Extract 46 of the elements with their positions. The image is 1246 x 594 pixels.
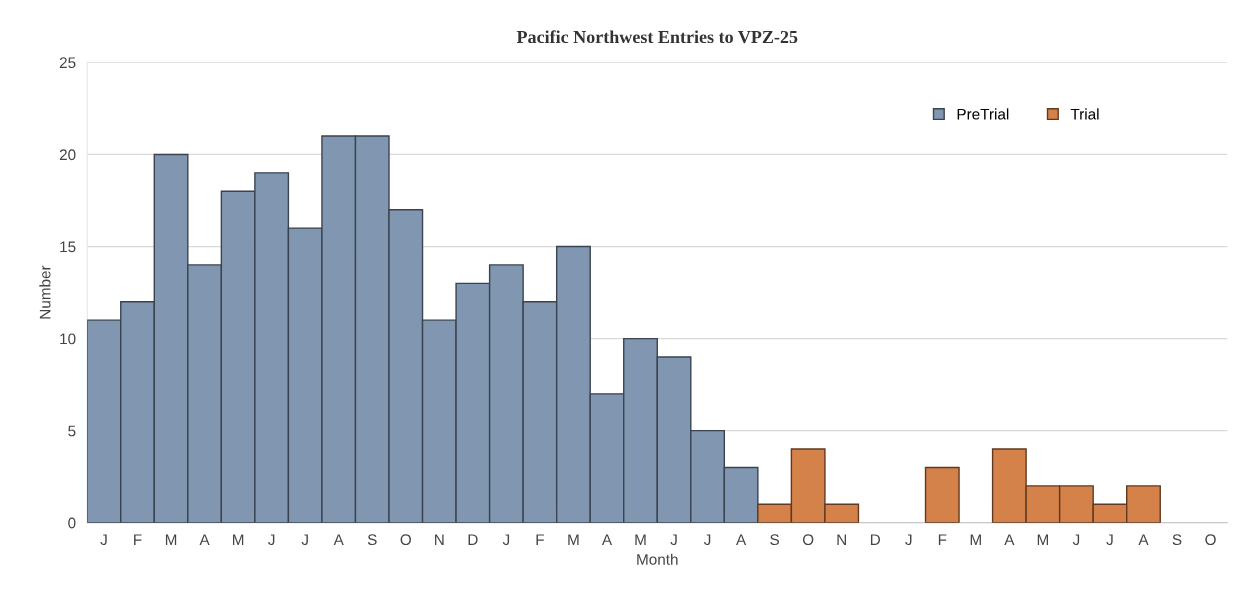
x-tick-label: A [736, 534, 747, 545]
x-axis-title: Month [637, 553, 678, 565]
x-tick-label: J [703, 534, 711, 546]
y-tick-label: 10 [60, 333, 76, 345]
x-tick-label: D [870, 534, 881, 545]
x-tick-label: S [1172, 534, 1182, 546]
x-tick-label: F [938, 534, 947, 545]
legend-label: Trial [1070, 108, 1099, 120]
x-tick-label: J [1106, 534, 1113, 546]
x-tick-label: N [435, 534, 444, 545]
x-tick-label: A [333, 534, 344, 545]
x-tick-label: M [165, 534, 177, 545]
x-tick-label: N [837, 534, 846, 545]
x-tick-label: O [400, 534, 411, 546]
x-tick-label: M [635, 534, 646, 545]
bar [924, 466, 960, 523]
x-tick-label: S [770, 534, 780, 546]
x-tick-label: O [1205, 534, 1216, 546]
x-tick-label: J [670, 534, 677, 546]
y-tick-label: 5 [68, 425, 76, 437]
x-tick-label: O [802, 534, 814, 546]
x-tick-label: J [1072, 534, 1080, 546]
legend-label: PreTrial [957, 108, 1009, 120]
x-tick-label: J [268, 534, 275, 546]
x-tick-label: J [301, 534, 308, 546]
y-tick-label: 20 [59, 149, 76, 161]
x-tick-label: M [568, 534, 579, 545]
y-tick-label: 25 [59, 57, 76, 69]
chart-title: Pacific Northwest Entries to VPZ-25 [516, 30, 798, 44]
x-tick-label: S [367, 534, 377, 546]
x-tick-label: M [970, 534, 981, 545]
x-tick-label: F [536, 534, 544, 545]
x-tick-label: A [199, 534, 210, 545]
x-tick-label: A [1004, 534, 1015, 545]
x-tick-label: M [1037, 534, 1048, 545]
x-tick-label: D [468, 534, 478, 545]
x-tick-label: J [100, 534, 107, 546]
x-tick-label: J [502, 534, 510, 546]
x-tick-label: J [905, 534, 912, 546]
x-tick-label: M [233, 534, 244, 545]
x-tick-label: A [1138, 534, 1149, 545]
x-tick-label: F [134, 534, 142, 545]
y-tick-label: 0 [68, 517, 76, 529]
y-tick-label: 15 [60, 241, 76, 253]
x-tick-label: A [601, 534, 613, 545]
y-axis-title: Number [39, 265, 51, 319]
